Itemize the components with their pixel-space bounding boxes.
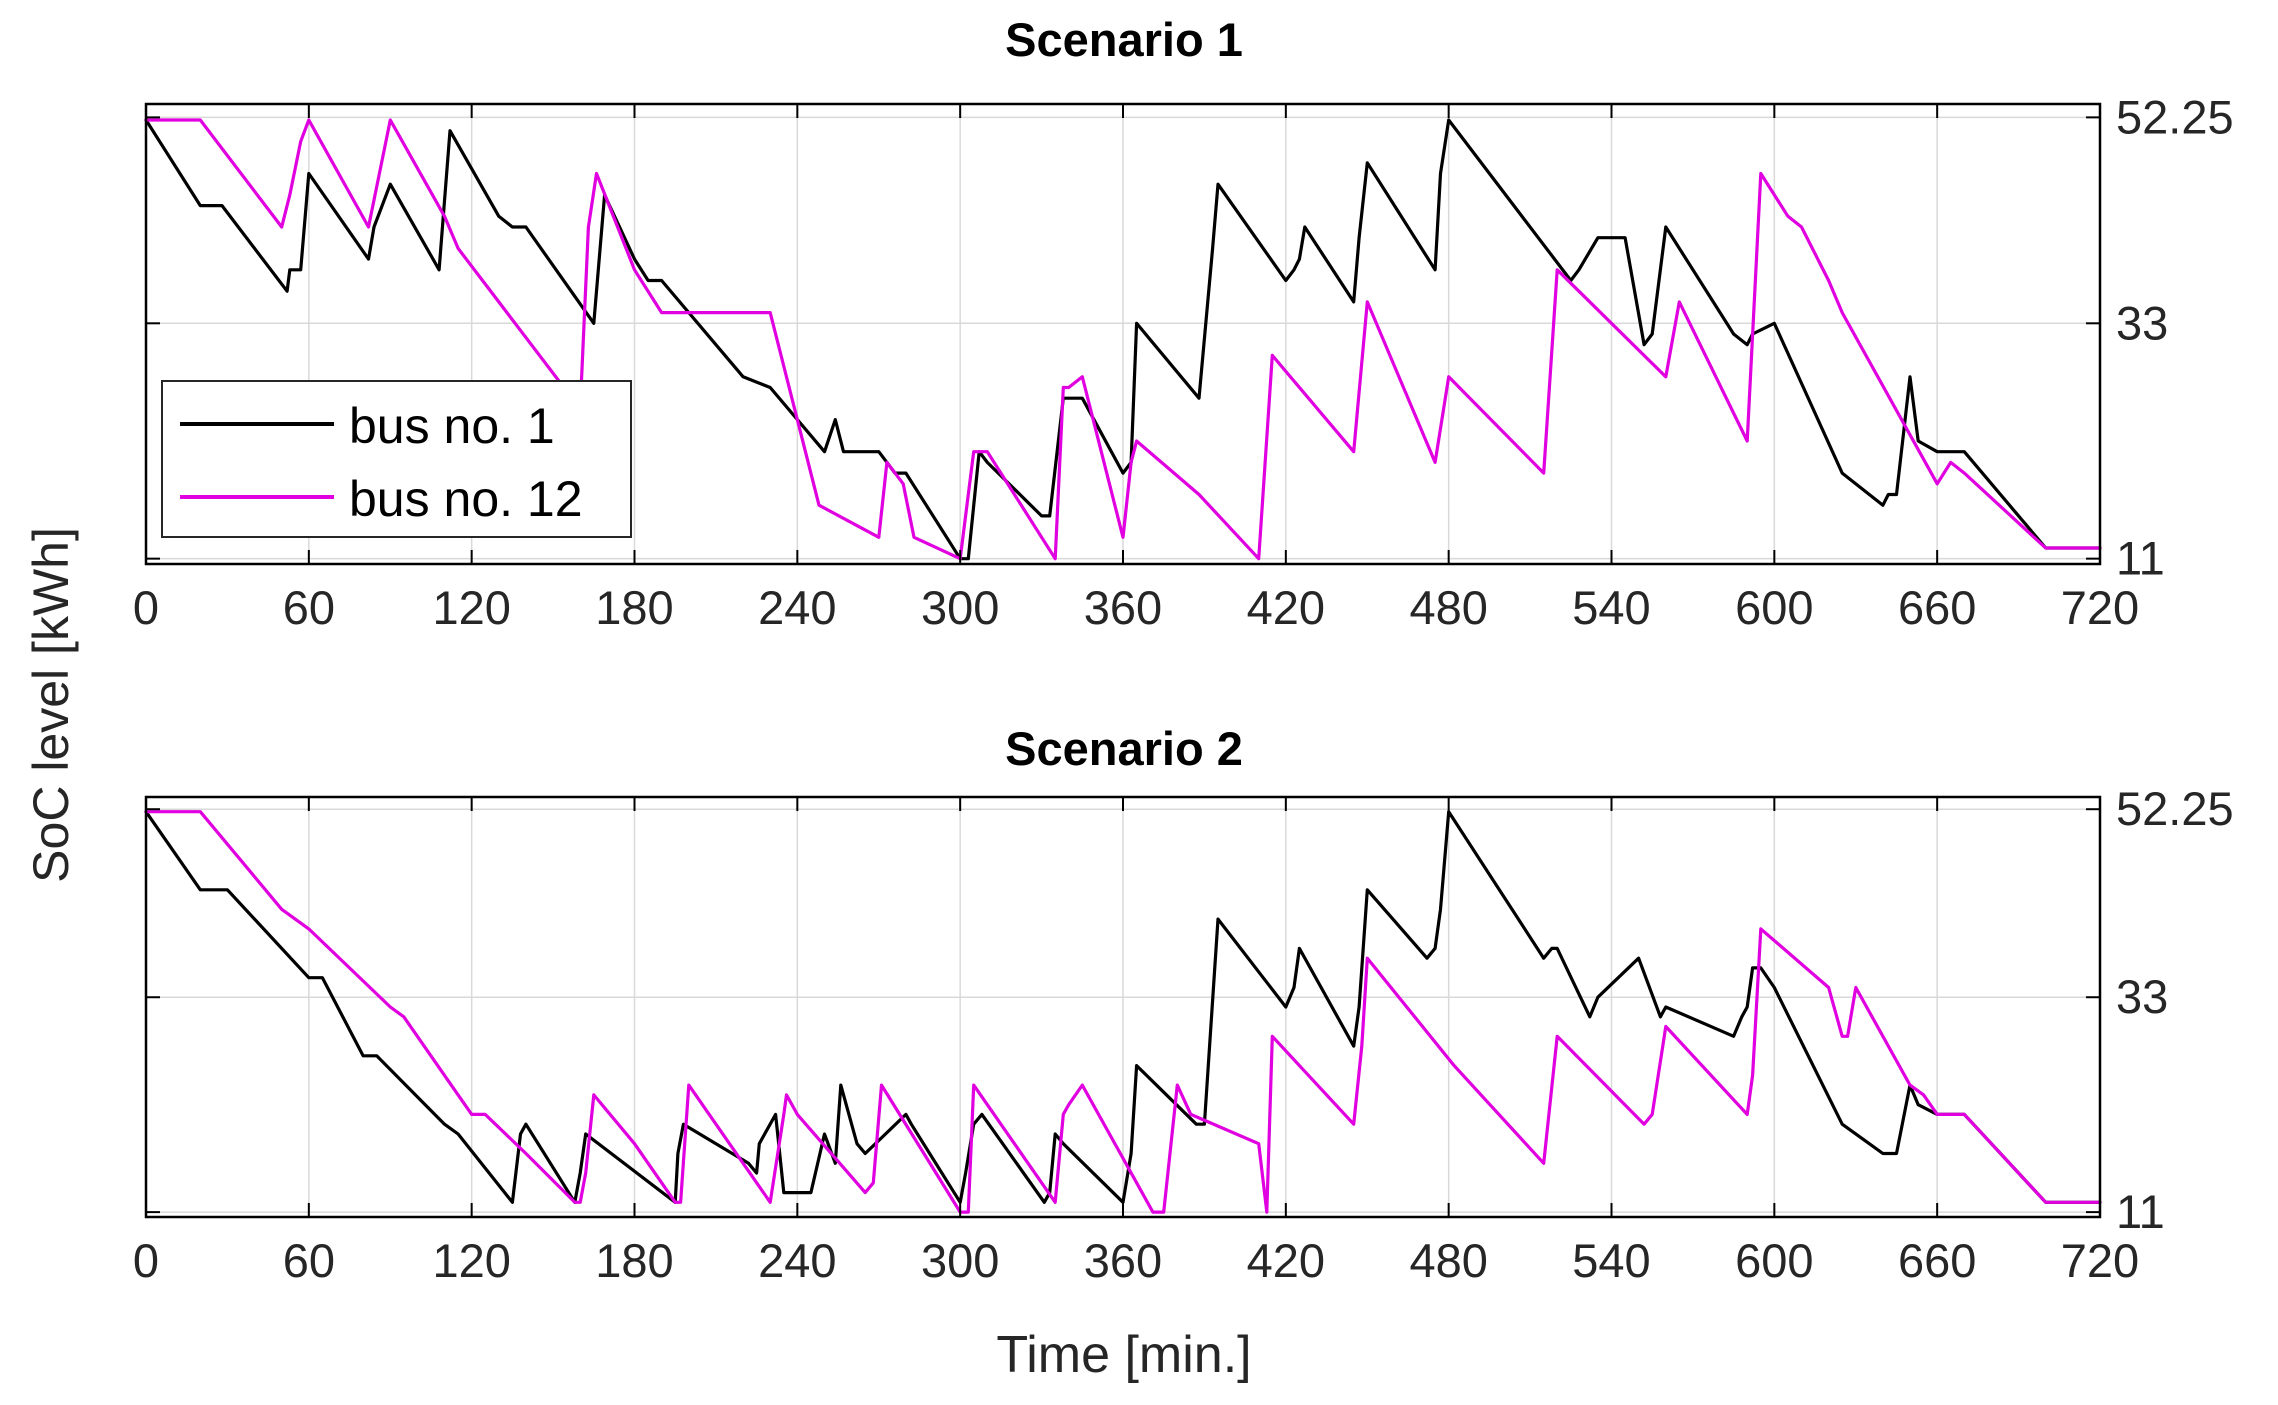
x-tick-label: 120 <box>432 581 510 634</box>
series-line-bus-12 <box>144 810 2102 1214</box>
x-tick-label: 420 <box>1247 581 1325 634</box>
y-tick-label: 11 <box>2116 1185 2165 1238</box>
x-axis-label: Time [min.] <box>996 1326 1251 1384</box>
x-tick-label: 660 <box>1898 1234 1976 1287</box>
x-tick-label: 180 <box>595 581 673 634</box>
x-tick-label: 300 <box>921 581 999 634</box>
x-tick-label: 60 <box>283 1234 335 1287</box>
x-tick-label: 0 <box>133 1234 159 1287</box>
x-tick-label: 300 <box>921 1234 999 1287</box>
x-tick-label: 360 <box>1084 581 1162 634</box>
x-tick-label: 720 <box>2061 1234 2139 1287</box>
x-tick-label: 600 <box>1735 581 1813 634</box>
y-ticks: 11 33 52.25 <box>146 782 2234 1238</box>
legend-label-bus-1: bus no. 1 <box>349 398 555 454</box>
x-tick-label: 480 <box>1409 1234 1487 1287</box>
series-group <box>144 810 2102 1214</box>
x-ticks: 0 60 120 180 240 300 360 420 480 540 600 660 720 <box>133 797 2139 1287</box>
x-tick-label: 540 <box>1572 1234 1650 1287</box>
x-tick-label: 540 <box>1572 581 1650 634</box>
series-group <box>144 118 2102 561</box>
x-tick-label: 0 <box>133 581 159 634</box>
y-tick-label: 33 <box>2116 296 2168 349</box>
scenario-2-panel: Scenario 2 0 60 120 180 240 300 360 420 480 540 60… <box>133 722 2234 1287</box>
legend-box <box>161 380 632 538</box>
x-tick-label: 240 <box>758 1234 836 1287</box>
x-tick-label: 120 <box>432 1234 510 1287</box>
x-tick-label: 720 <box>2061 581 2139 634</box>
y-tick-label: 52.25 <box>2116 782 2234 835</box>
chart-title: Scenario 2 <box>1005 722 1243 775</box>
x-tick-label: 240 <box>758 581 836 634</box>
chart-title: Scenario 1 <box>1005 13 1243 66</box>
x-tick-label: 180 <box>595 1234 673 1287</box>
legend-label-bus-12: bus no. 12 <box>349 471 583 527</box>
x-ticks: 0 60 120 180 240 300 360 420 480 540 600 660 720 <box>133 104 2139 634</box>
scenario-1-panel: Scenario 1 0 60 120 180 240 300 360 420 480 540 60… <box>133 13 2234 634</box>
y-tick-label: 33 <box>2116 970 2168 1023</box>
y-axis-label: SoC level [kWh] <box>23 527 79 883</box>
x-tick-label: 600 <box>1735 1234 1813 1287</box>
x-tick-label: 480 <box>1409 581 1487 634</box>
x-tick-label: 360 <box>1084 1234 1162 1287</box>
y-tick-label: 52.25 <box>2116 90 2234 143</box>
series-line-bus-1 <box>144 810 2102 1204</box>
x-tick-label: 60 <box>283 581 335 634</box>
x-tick-label: 420 <box>1247 1234 1325 1287</box>
x-tick-label: 660 <box>1898 581 1976 634</box>
series-line-bus-1 <box>144 118 2102 561</box>
series-line-bus-12 <box>144 118 2102 561</box>
y-ticks: 11 33 52.25 <box>146 90 2234 585</box>
y-tick-label: 11 <box>2116 532 2165 585</box>
legend: bus no. 1 bus no. 12 <box>161 380 632 538</box>
